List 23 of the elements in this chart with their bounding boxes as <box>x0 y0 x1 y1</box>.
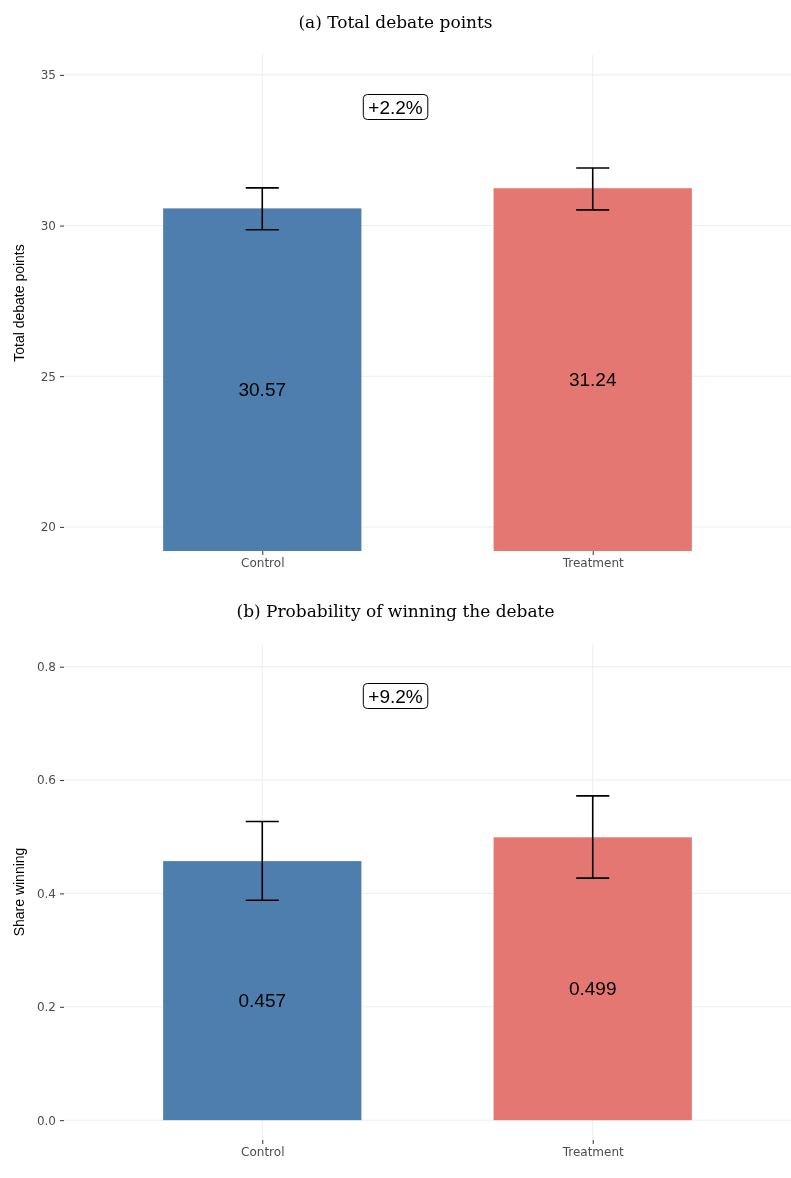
x-tick-label: Treatment <box>561 555 625 570</box>
y-axis-title: Share winning <box>11 847 27 937</box>
annotation: +2.2% <box>368 96 423 118</box>
data-label: 31.24 <box>568 368 617 390</box>
y-tick-label: 0.6 <box>36 773 56 788</box>
x-tick-label: Treatment <box>561 1144 625 1159</box>
data-label: 0.457 <box>238 989 287 1011</box>
y-tick-label: 0.8 <box>36 660 56 675</box>
chart-title: (b) Probability of winning the debate <box>236 601 555 621</box>
chart-title: (a) Total debate points <box>298 12 493 32</box>
x-tick-label: Control <box>241 555 285 570</box>
y-tick-label: 30 <box>40 218 56 233</box>
y-tick-label: 35 <box>40 68 56 83</box>
data-label: 30.57 <box>238 378 287 400</box>
y-tick-label: 0.2 <box>36 1000 56 1015</box>
y-tick-label: 0.0 <box>36 1113 56 1128</box>
y-tick-label: 25 <box>40 369 56 384</box>
annotation: +9.2% <box>368 685 423 707</box>
x-tick-label: Control <box>241 1144 285 1159</box>
y-tick-label: 20 <box>40 520 56 535</box>
y-tick-label: 0.4 <box>36 886 56 901</box>
y-axis-title: Total debate points <box>11 244 27 362</box>
data-label: 0.499 <box>568 977 617 999</box>
